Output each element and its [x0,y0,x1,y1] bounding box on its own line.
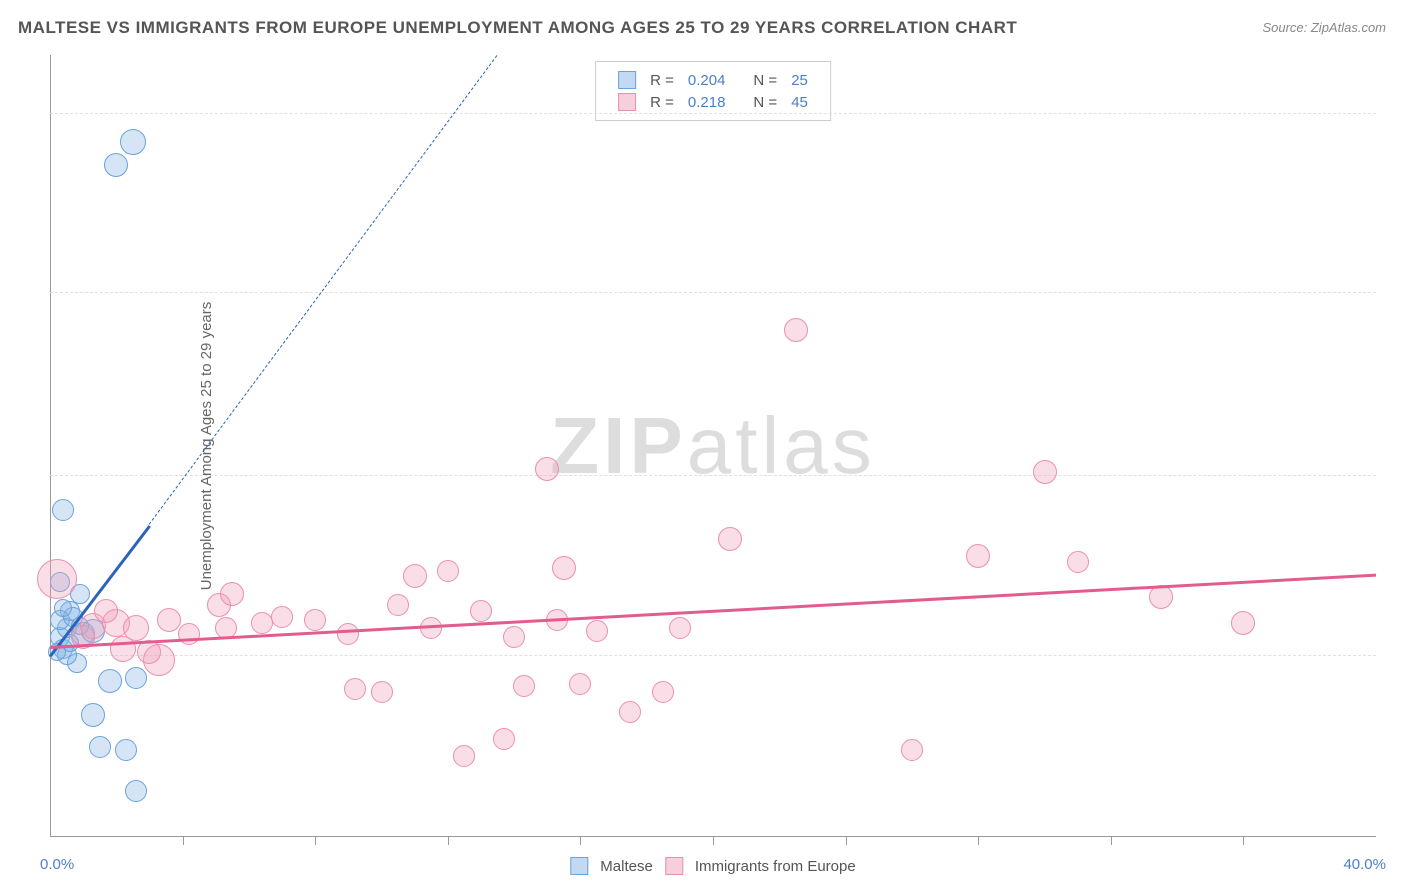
x-axis-min-label: 0.0% [40,856,74,873]
x-tick [448,837,449,845]
maltese-point [52,499,74,521]
maltese-point [89,736,111,758]
maltese-point [98,669,122,693]
europe-point [784,318,808,342]
europe-point [123,615,149,641]
europe-point [157,608,181,632]
legend-n-value: 45 [785,92,814,112]
europe-point [503,626,525,648]
legend-series-label: Maltese [600,858,653,875]
europe-point [535,457,559,481]
source-attribution: Source: ZipAtlas.com [1262,20,1386,35]
x-axis-max-label: 40.0% [1343,856,1386,873]
x-tick [1111,837,1112,845]
europe-point [569,673,591,695]
europe-point [652,681,674,703]
gridline [50,113,1376,114]
y-tick-label: 18.8% [1386,284,1406,301]
legend-n-key: N = [747,92,783,112]
y-tick-label: 25.0% [1386,104,1406,121]
europe-point [513,675,535,697]
x-tick [1243,837,1244,845]
maltese-point [125,667,147,689]
legend-swatch [665,857,683,875]
gridline [50,475,1376,476]
europe-point [251,612,273,634]
x-tick [315,837,316,845]
x-tick [846,837,847,845]
europe-point [718,527,742,551]
europe-point [220,582,244,606]
legend-r-key: R = [644,70,680,90]
legend-swatch [618,93,636,111]
legend-n-value: 25 [785,70,814,90]
europe-point [669,617,691,639]
europe-point [493,728,515,750]
legend-r-value: 0.204 [682,70,732,90]
chart-title: MALTESE VS IMMIGRANTS FROM EUROPE UNEMPL… [18,18,1017,38]
legend-r-value: 0.218 [682,92,732,112]
europe-point [337,623,359,645]
legend-swatch [618,71,636,89]
plot-area: Unemployment Among Ages 25 to 29 years Z… [50,55,1376,837]
legend-r-key: R = [644,92,680,112]
maltese-point [115,739,137,761]
legend-swatch [570,857,588,875]
europe-point [1067,551,1089,573]
europe-point [552,556,576,580]
maltese-point [120,129,146,155]
maltese-point [125,780,147,802]
europe-point [403,564,427,588]
europe-point [966,544,990,568]
maltese-point [54,599,72,617]
europe-point [420,617,442,639]
europe-point [619,701,641,723]
x-tick [580,837,581,845]
europe-point [901,739,923,761]
x-tick [183,837,184,845]
europe-point [344,678,366,700]
europe-point [1231,611,1255,635]
y-tick-label: 12.5% [1386,466,1406,483]
europe-point [271,606,293,628]
x-tick [713,837,714,845]
legend-n-key: N = [747,70,783,90]
watermark: ZIPatlas [550,400,875,492]
europe-point [470,600,492,622]
x-tick [978,837,979,845]
legend-series-label: Immigrants from Europe [695,858,856,875]
europe-point [94,599,118,623]
y-axis [50,55,51,837]
europe-point [304,609,326,631]
europe-point [437,560,459,582]
europe-point [37,559,77,599]
europe-point [387,594,409,616]
europe-trendline [50,573,1376,648]
y-tick-label: 6.3% [1386,646,1406,663]
europe-point [178,623,200,645]
gridline [50,655,1376,656]
series-legend: Maltese Immigrants from Europe [564,857,861,875]
europe-point [1033,460,1057,484]
maltese-point [81,703,105,727]
europe-point [586,620,608,642]
maltese-point [104,153,128,177]
gridline [50,292,1376,293]
maltese-trendline-extrapolated [149,55,498,525]
europe-point [453,745,475,767]
europe-point [371,681,393,703]
